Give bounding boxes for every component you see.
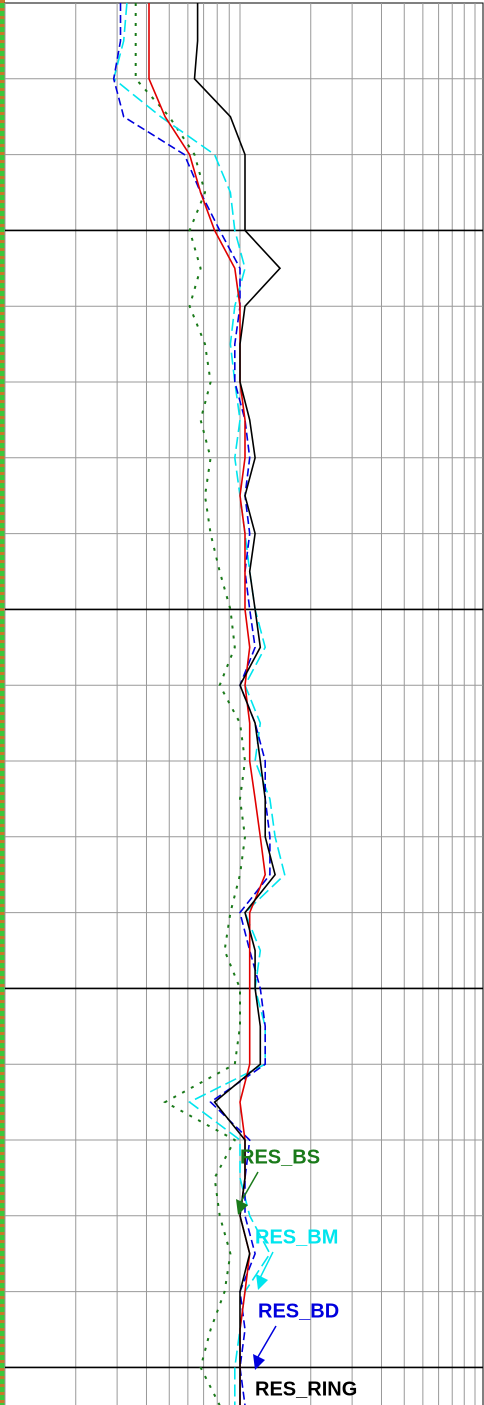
log-curve <box>112 3 271 1405</box>
arrow-head <box>236 1199 248 1215</box>
grid <box>4 3 483 1405</box>
annotation-label: RES_BD <box>258 1300 339 1322</box>
arrow-head <box>256 1274 268 1290</box>
annotation-label: RES_BS <box>240 1146 320 1168</box>
annotation-label: RES_BM <box>255 1226 338 1248</box>
annotations: RES_BS RES_BM RES_BD RES_RING <box>236 1146 357 1400</box>
side-strip <box>0 0 5 1405</box>
log-curve <box>112 2 286 1405</box>
curves <box>112 2 286 1405</box>
log-curve <box>193 3 282 1405</box>
annotation-arrow <box>237 1171 259 1208</box>
annotation-arrow <box>254 1325 277 1363</box>
annotation-label: RES_RING <box>255 1378 357 1400</box>
arrow-head <box>253 1354 265 1370</box>
log-curve <box>134 3 247 1405</box>
